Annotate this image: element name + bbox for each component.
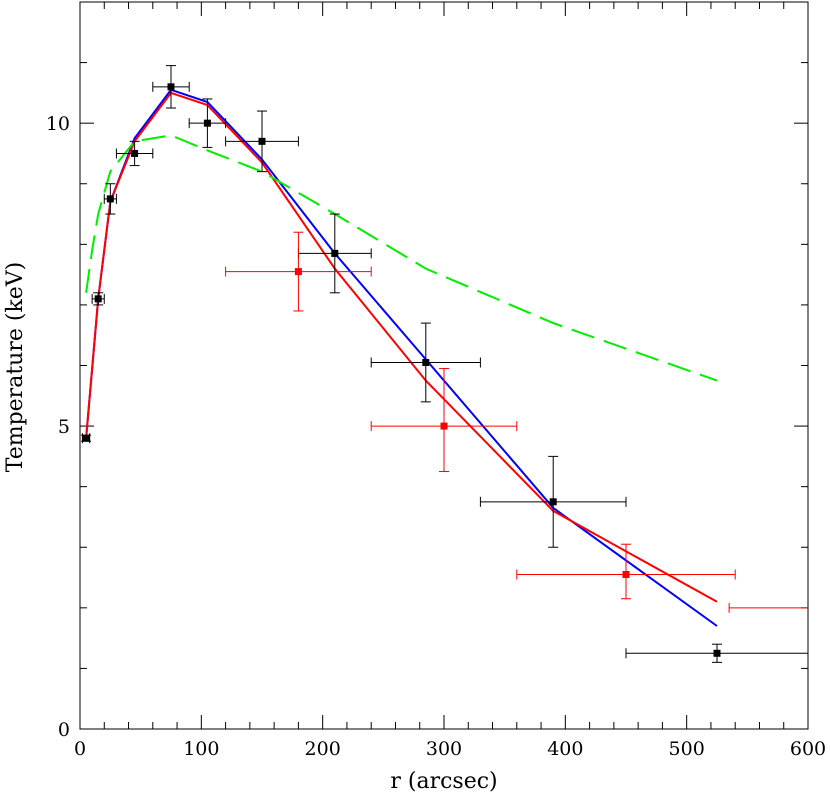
data-point <box>422 358 430 366</box>
data-point <box>94 295 102 303</box>
x-tick-label: 400 <box>547 738 583 760</box>
model-line-4 <box>85 134 718 382</box>
x-tick-label: 500 <box>669 738 705 760</box>
y-tick-label: 10 <box>46 113 70 135</box>
data-point <box>106 195 114 203</box>
x-tick-label: 600 <box>790 738 826 760</box>
data-point <box>258 137 266 145</box>
y-tick-label: 0 <box>58 719 70 741</box>
x-tick-label: 0 <box>74 738 86 760</box>
data-point <box>167 83 175 91</box>
x-axis-title: r (arcsec) <box>390 769 497 794</box>
plot-series <box>81 65 808 663</box>
axes: 0 100 200 300 400 500 600 0 5 10 <box>46 1 826 760</box>
data-point <box>82 434 90 442</box>
data-point <box>440 422 448 430</box>
y-axis-title: Temperature (keV) <box>3 262 28 473</box>
data-point <box>549 498 557 506</box>
model-line-2 <box>85 88 718 627</box>
series-group <box>81 65 808 663</box>
data-point <box>203 119 211 127</box>
plot-frame <box>79 1 809 730</box>
x-tick-label: 100 <box>183 738 219 760</box>
data-point <box>331 249 339 257</box>
data-point <box>131 149 139 157</box>
data-point <box>294 268 302 276</box>
data-point <box>713 649 721 657</box>
data-point <box>622 571 630 579</box>
x-tick-label: 300 <box>426 738 462 760</box>
y-tick-label: 5 <box>58 416 70 438</box>
x-tick-label: 200 <box>305 738 341 760</box>
